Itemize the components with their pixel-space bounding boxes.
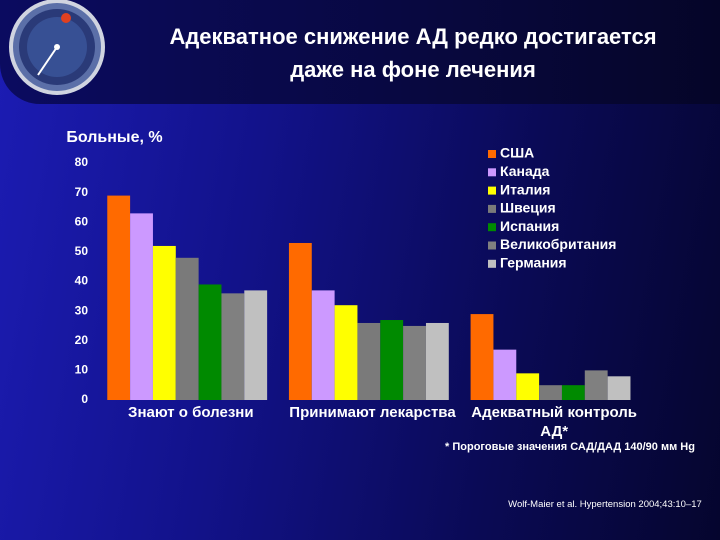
legend-label: Великобритания <box>500 236 616 252</box>
bar <box>130 213 153 400</box>
bar <box>107 195 131 400</box>
bar <box>198 284 222 400</box>
bar <box>493 349 517 400</box>
bar <box>357 322 381 400</box>
bar <box>380 320 404 400</box>
legend-swatch <box>488 204 496 213</box>
legend-swatch <box>488 259 496 268</box>
bar <box>175 257 199 400</box>
bar <box>561 385 585 400</box>
legend-swatch <box>488 168 496 177</box>
x-tick-label: Принимают лекарства <box>289 404 456 421</box>
legend-label: Италия <box>500 181 550 197</box>
y-tick-label: 80 <box>75 155 89 169</box>
source: Wolf-Maier et al. Hypertension 2004;43:1… <box>508 499 702 510</box>
footnote: * Пороговые значения САД/ДАД 140/90 мм H… <box>445 441 695 453</box>
legend-label: Швеция <box>500 200 556 216</box>
bar <box>584 370 608 400</box>
y-tick-label: 70 <box>75 185 89 199</box>
bar <box>516 373 540 400</box>
legend-swatch <box>488 241 496 250</box>
y-tick-label: 0 <box>81 392 88 406</box>
bar <box>470 314 494 400</box>
y-tick-label: 40 <box>75 274 89 288</box>
legend-label: Канада <box>500 163 550 179</box>
legend-label: Германия <box>500 255 567 271</box>
header-bar <box>0 0 720 104</box>
legend-swatch <box>488 150 496 158</box>
bar <box>244 290 268 400</box>
y-axis-label: Больные, % <box>66 129 163 146</box>
legend-swatch <box>488 223 496 232</box>
y-tick-label: 30 <box>75 303 89 317</box>
gauge-icon <box>9 0 105 95</box>
bar <box>334 305 358 400</box>
bar <box>221 293 245 400</box>
x-tick-label: Знают о болезни <box>128 404 254 421</box>
y-tick-label: 10 <box>75 363 89 377</box>
y-tick-label: 60 <box>75 214 89 228</box>
legend-label: Испания <box>500 218 559 234</box>
bar <box>403 325 426 400</box>
bar <box>539 385 562 400</box>
bar <box>152 245 176 400</box>
legend-swatch <box>488 186 496 195</box>
legend-label: США <box>500 145 534 161</box>
slide-title: Адекватное снижение АД редко достигается… <box>169 24 657 82</box>
bar <box>311 290 335 400</box>
y-tick-label: 50 <box>75 244 89 258</box>
bar <box>607 376 631 400</box>
x-tick-label: Адекватный контроль АД* <box>471 404 638 440</box>
bar <box>425 322 449 400</box>
y-tick-label: 20 <box>75 333 89 347</box>
bar <box>288 242 312 400</box>
